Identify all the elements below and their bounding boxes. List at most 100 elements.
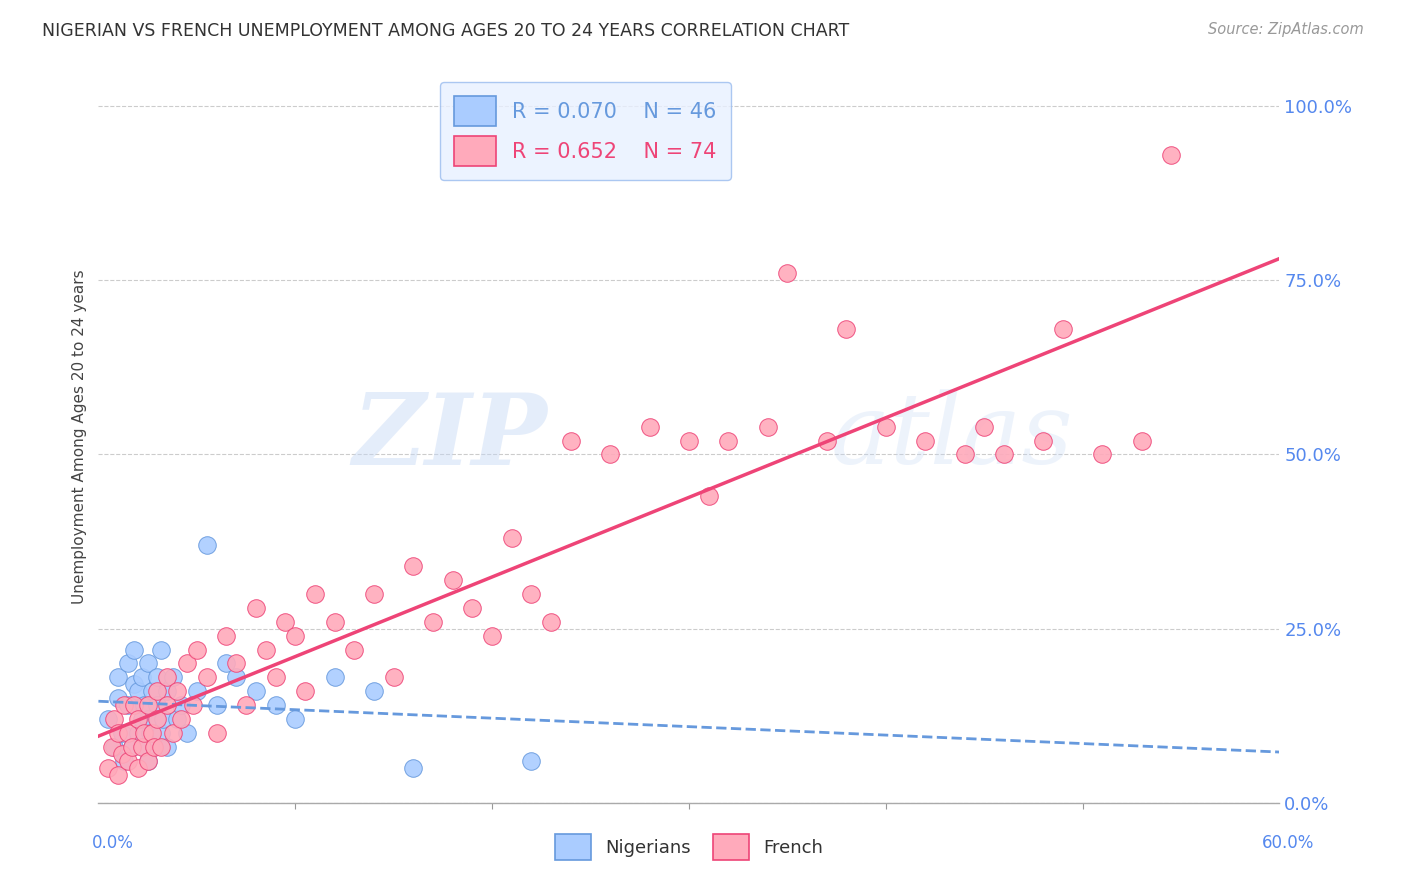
Point: [599, 448, 621, 462]
Point: [117, 754, 139, 768]
Legend: Nigerians, French: Nigerians, French: [547, 827, 831, 867]
Point: [205, 726, 228, 740]
Point: [501, 531, 523, 545]
Point: [993, 448, 1015, 462]
Point: [422, 615, 444, 629]
Point: [1052, 322, 1074, 336]
Point: [1032, 434, 1054, 448]
Point: [103, 712, 125, 726]
Point: [461, 600, 484, 615]
Point: [181, 698, 204, 713]
Point: [264, 670, 287, 684]
Point: [170, 712, 193, 726]
Point: [142, 740, 165, 755]
Point: [131, 712, 153, 726]
Text: NIGERIAN VS FRENCH UNEMPLOYMENT AMONG AGES 20 TO 24 YEARS CORRELATION CHART: NIGERIAN VS FRENCH UNEMPLOYMENT AMONG AG…: [42, 22, 849, 40]
Point: [132, 740, 155, 755]
Text: ZIP: ZIP: [353, 389, 547, 485]
Point: [835, 322, 858, 336]
Point: [121, 740, 143, 755]
Point: [127, 761, 149, 775]
Point: [195, 670, 218, 684]
Point: [1091, 448, 1114, 462]
Y-axis label: Unemployment Among Ages 20 to 24 years: Unemployment Among Ages 20 to 24 years: [72, 269, 87, 605]
Point: [127, 684, 149, 698]
Point: [103, 740, 125, 755]
Point: [97, 761, 120, 775]
Point: [136, 698, 159, 713]
Point: [107, 691, 129, 706]
Point: [304, 587, 326, 601]
Point: [122, 677, 145, 691]
Point: [111, 726, 134, 740]
Point: [150, 726, 173, 740]
Point: [215, 629, 238, 643]
Point: [107, 726, 129, 740]
Point: [245, 684, 267, 698]
Point: [136, 754, 159, 768]
Point: [638, 419, 661, 434]
Point: [117, 698, 139, 713]
Point: [117, 726, 139, 740]
Point: [97, 712, 120, 726]
Point: [195, 538, 218, 552]
Point: [520, 587, 543, 601]
Point: [294, 684, 316, 698]
Point: [382, 670, 405, 684]
Point: [146, 698, 169, 713]
Point: [152, 712, 174, 726]
Point: [117, 657, 139, 671]
Point: [678, 434, 700, 448]
Point: [225, 657, 247, 671]
Point: [136, 712, 159, 726]
Point: [973, 419, 995, 434]
Point: [142, 740, 165, 755]
Point: [254, 642, 277, 657]
Text: atlas: atlas: [831, 390, 1073, 484]
Point: [274, 615, 297, 629]
Point: [176, 657, 198, 671]
Point: [121, 740, 143, 755]
Point: [146, 670, 169, 684]
Point: [170, 698, 193, 713]
Point: [146, 684, 169, 698]
Point: [132, 726, 155, 740]
Point: [162, 726, 184, 740]
Point: [756, 419, 779, 434]
Point: [146, 712, 169, 726]
Point: [875, 419, 897, 434]
Point: [560, 434, 582, 448]
Point: [150, 740, 173, 755]
Point: [215, 657, 238, 671]
Point: [166, 712, 188, 726]
Point: [127, 712, 149, 726]
Point: [122, 698, 145, 713]
Point: [953, 448, 976, 462]
Point: [284, 712, 307, 726]
Point: [112, 754, 135, 768]
Point: [914, 434, 936, 448]
Point: [107, 670, 129, 684]
Point: [363, 587, 385, 601]
Point: [131, 740, 153, 755]
Point: [138, 726, 160, 740]
Point: [205, 698, 228, 713]
Point: [141, 726, 163, 740]
Text: 60.0%: 60.0%: [1263, 834, 1315, 852]
Point: [264, 698, 287, 713]
Point: [136, 754, 159, 768]
Point: [111, 747, 134, 761]
Point: [245, 600, 267, 615]
Text: Source: ZipAtlas.com: Source: ZipAtlas.com: [1208, 22, 1364, 37]
Point: [402, 558, 425, 573]
Point: [166, 684, 188, 698]
Point: [441, 573, 464, 587]
Point: [156, 740, 179, 755]
Point: [132, 698, 155, 713]
Point: [176, 726, 198, 740]
Point: [141, 684, 163, 698]
Point: [717, 434, 740, 448]
Point: [225, 670, 247, 684]
Point: [697, 489, 720, 503]
Text: 0.0%: 0.0%: [91, 834, 134, 852]
